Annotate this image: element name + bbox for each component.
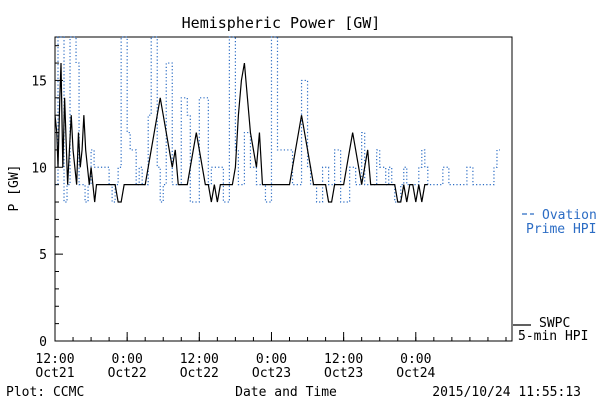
legend-label-swpc-line1: SWPC	[539, 316, 570, 331]
y-axis: 0 5 10 15	[31, 45, 63, 350]
legend-ovation: Ovation Prime HPI	[522, 208, 597, 237]
y-tick-label: 15	[31, 74, 47, 89]
x-tick-date: Oct24	[396, 366, 435, 381]
series-swpc-line	[54, 62, 428, 203]
x-tick-time: 12:00	[324, 352, 363, 367]
footer-timestamp: 2015/10/24 11:55:13	[432, 385, 581, 400]
x-tick-time: 0:00	[112, 352, 143, 367]
legend-label-ovation-line1: Ovation	[542, 208, 597, 223]
y-tick-label: 0	[39, 335, 47, 350]
legend-swpc: SWPC 5-min HPI	[513, 316, 588, 344]
x-axis: 12:00Oct210:00Oct2212:00Oct220:00Oct2312…	[35, 332, 507, 381]
y-tick-label: 10	[31, 161, 47, 176]
x-tick-date: Oct22	[180, 366, 219, 381]
x-tick-time: 12:00	[180, 352, 219, 367]
series-ovation-prime-line	[55, 36, 500, 203]
footer-plot-source: Plot: CCMC	[6, 385, 84, 400]
plot-frame	[54, 36, 513, 342]
legend-label-swpc-line2: 5-min HPI	[518, 329, 588, 344]
chart-title: Hemispheric Power [GW]	[182, 14, 381, 32]
legend-label-ovation-line2: Prime HPI	[526, 222, 596, 237]
x-tick-date: Oct21	[35, 366, 74, 381]
y-axis-label: P [GW]	[7, 165, 22, 212]
plot-area	[54, 36, 513, 342]
x-tick-time: 12:00	[35, 352, 74, 367]
y-tick-label: 5	[39, 248, 47, 263]
x-tick-time: 0:00	[256, 352, 287, 367]
x-tick-date: Oct23	[324, 366, 363, 381]
x-axis-label: Date and Time	[235, 385, 337, 400]
x-tick-time: 0:00	[400, 352, 431, 367]
x-tick-date: Oct22	[108, 366, 147, 381]
x-tick-date: Oct23	[252, 366, 291, 381]
